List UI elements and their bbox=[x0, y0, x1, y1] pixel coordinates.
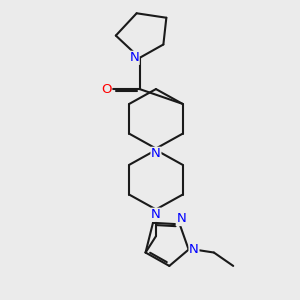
Text: N: N bbox=[151, 208, 161, 221]
Text: O: O bbox=[101, 82, 112, 96]
Text: N: N bbox=[129, 51, 139, 64]
Text: N: N bbox=[176, 212, 186, 226]
Text: N: N bbox=[189, 243, 199, 256]
Text: N: N bbox=[151, 147, 161, 161]
